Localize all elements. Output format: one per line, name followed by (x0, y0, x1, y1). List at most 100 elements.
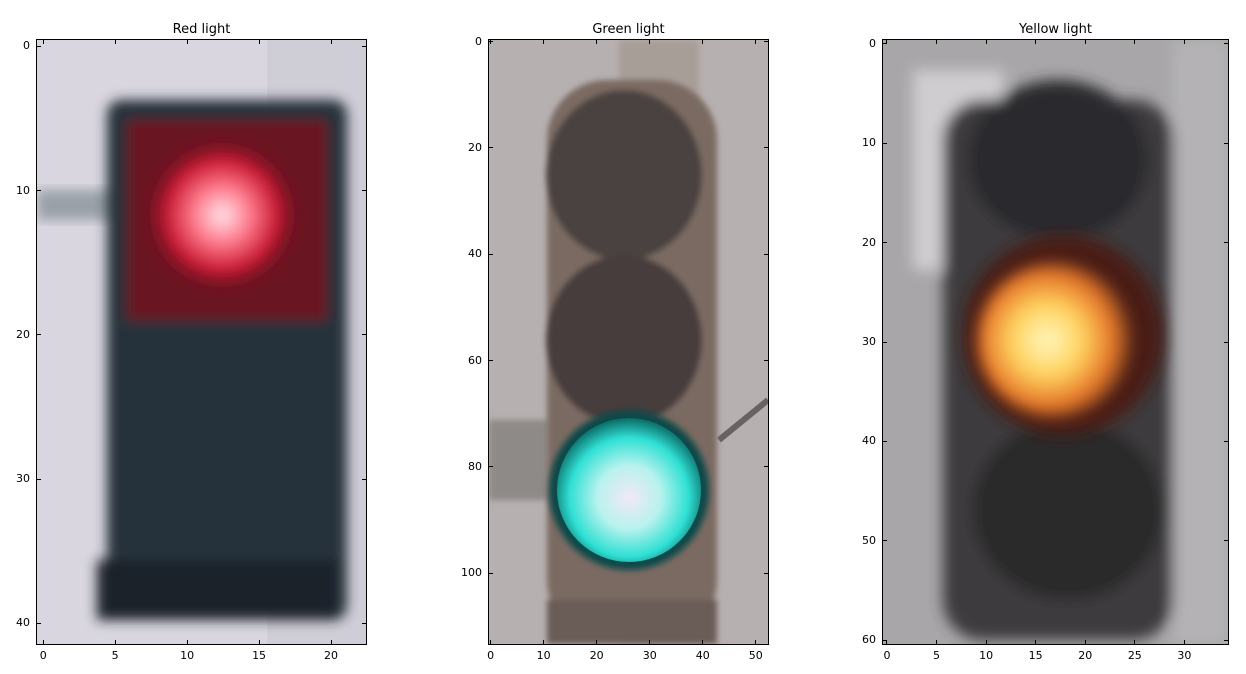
green-ytick-label: 100 (461, 566, 482, 580)
green-ytick-left (488, 466, 493, 468)
yellow-xtick-bottom (936, 640, 938, 645)
green-panel-title: Green light (592, 22, 665, 37)
yellow-ytick-label: 40 (862, 434, 876, 448)
yellow-xtick-bottom (1134, 640, 1136, 645)
yellow-ytick-label: 20 (862, 235, 876, 249)
yellow-xtick-bottom (1035, 640, 1037, 645)
green-xtick-top (649, 39, 651, 44)
red-xtick-bottom (114, 640, 116, 645)
yellow-xtick-bottom (985, 640, 987, 645)
green-xtick-bottom (596, 640, 598, 645)
red-xtick-bottom (42, 640, 44, 645)
yellow-xtick-label: 5 (933, 649, 941, 662)
green-xtick-bottom (649, 640, 651, 645)
yellow-ytick-label: 50 (862, 533, 876, 547)
yellow-xtick-top (1084, 39, 1086, 44)
red-ytick-right (362, 622, 367, 624)
red-xtick-bottom (186, 640, 188, 645)
yellow-xtick-bottom (1084, 640, 1086, 645)
yellow-ytick-label: 30 (862, 335, 876, 348)
green-ytick-left (488, 360, 493, 362)
green-ytick-label: 60 (468, 353, 482, 367)
yellow-xtick-top (1183, 39, 1185, 44)
green-light-image (488, 39, 769, 645)
yellow-xtick-top (886, 39, 888, 44)
red-xtick-top (186, 39, 188, 44)
yellow-ytick-right (1224, 639, 1229, 641)
green-xtick-bottom (490, 640, 492, 645)
yellow-ytick-left (882, 341, 887, 343)
red-xtick-label: 5 (111, 649, 119, 662)
red-ytick-right (362, 334, 367, 336)
green-ytick-right (764, 147, 769, 149)
red-ytick-left (36, 334, 41, 336)
red-ytick-label: 10 (16, 183, 30, 197)
green-ytick-left (488, 253, 493, 255)
green-ytick-label: 40 (468, 247, 482, 261)
yellow-ytick-left (882, 440, 887, 442)
yellow-lamp (977, 262, 1133, 418)
green-xtick-top (702, 39, 704, 44)
green-ytick-right (764, 572, 769, 574)
yellow-xtick-bottom (1183, 640, 1185, 645)
yellow-ytick-left (882, 242, 887, 244)
yellow-ytick-right (1224, 142, 1229, 144)
yellow-ytick-left (882, 142, 887, 144)
yellow-ytick-left (882, 639, 887, 641)
green-xtick-top (755, 39, 757, 44)
red-xtick-label: 15 (252, 649, 267, 662)
red-ytick-left (36, 478, 41, 480)
yellow-ytick-right (1224, 341, 1229, 343)
green-ytick-right (764, 41, 769, 43)
yellow-xtick-label: 30 (1177, 649, 1192, 662)
green-xtick-label: 40 (695, 649, 710, 662)
red-xtick-top (330, 39, 332, 44)
yellow-xtick-top (936, 39, 938, 44)
green-xtick-top (596, 39, 598, 44)
red-xtick-top (42, 39, 44, 44)
red-xtick-bottom (258, 640, 260, 645)
green-xtick-bottom (543, 640, 545, 645)
yellow-xtick-bottom (886, 640, 888, 645)
red-ytick-left (36, 45, 41, 47)
yellow-xtick-label: 10 (979, 649, 994, 662)
yellow-xtick-top (985, 39, 987, 44)
green-ytick-right (764, 253, 769, 255)
red-ytick-right (362, 478, 367, 480)
red-ytick-label: 0 (23, 39, 30, 53)
red-ytick-left (36, 622, 41, 624)
yellow-xtick-label: 20 (1078, 649, 1093, 662)
yellow-ytick-right (1224, 242, 1229, 244)
red-lamp (142, 135, 302, 295)
yellow-ytick-right (1224, 540, 1229, 542)
yellow-ytick-left (882, 43, 887, 45)
red-xtick-bottom (330, 640, 332, 645)
green-ytick-label: 80 (468, 459, 482, 473)
yellow-xtick-label: 0 (883, 649, 891, 662)
green-xtick-top (543, 39, 545, 44)
yellow-xtick-label: 15 (1028, 649, 1043, 662)
yellow-xtick-top (1134, 39, 1136, 44)
green-xtick-label: 10 (536, 649, 551, 662)
red-ytick-label: 20 (16, 327, 30, 341)
green-ytick-right (764, 360, 769, 362)
green-xtick-bottom (702, 640, 704, 645)
yellow-ytick-right (1224, 440, 1229, 442)
yellow-ytick-right (1224, 43, 1229, 45)
yellow-ytick-label: 0 (869, 36, 876, 50)
yellow-ytick-label: 60 (862, 633, 876, 647)
green-ytick-label: 0 (475, 34, 482, 48)
red-xtick-label: 20 (324, 649, 339, 662)
red-ytick-left (36, 190, 41, 191)
red-xtick-label: 0 (39, 649, 47, 662)
red-ytick-label: 30 (16, 472, 30, 486)
green-ytick-left (488, 572, 493, 574)
green-ytick-left (488, 41, 493, 43)
red-xtick-top (114, 39, 116, 44)
green-lamp (557, 418, 701, 562)
yellow-ytick-label: 10 (862, 136, 876, 150)
green-ytick-label: 20 (468, 140, 482, 154)
red-ytick-right (362, 45, 367, 47)
green-xtick-label: 20 (589, 649, 604, 662)
red-ytick-right (362, 190, 367, 191)
